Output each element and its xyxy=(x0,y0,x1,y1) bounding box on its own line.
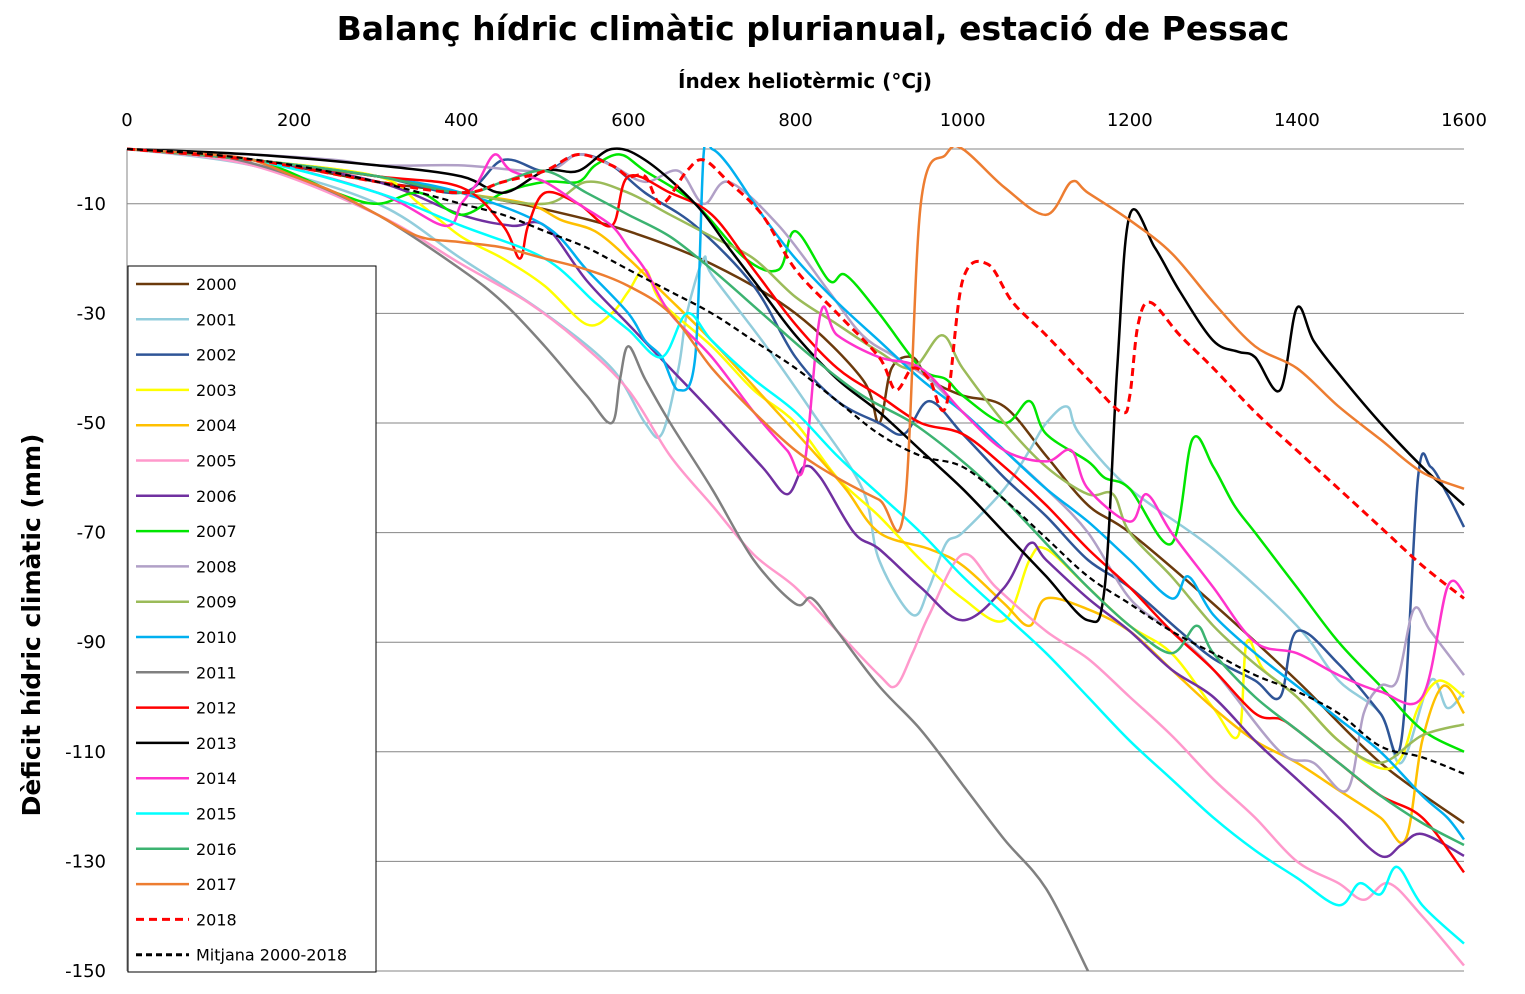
series-line-17 xyxy=(127,147,1465,533)
x-tick-label-7: 1400 xyxy=(1274,110,1320,131)
series-line-12 xyxy=(127,147,1465,874)
legend-label-4: 2004 xyxy=(196,416,237,435)
y-tick-label-7: -150 xyxy=(65,961,106,982)
legend-label-5: 2005 xyxy=(196,452,237,471)
legend-label-1: 2001 xyxy=(196,310,237,329)
x-tick-label-5: 1000 xyxy=(940,110,986,131)
legend-label-0: 2000 xyxy=(196,275,237,294)
legend-label-19: Mitjana 2000-2018 xyxy=(196,946,347,965)
legend-label-2: 2002 xyxy=(196,346,237,365)
x-tick-label-1: 200 xyxy=(277,110,311,131)
legend-label-6: 2006 xyxy=(196,487,237,506)
x-tick-label-0: 0 xyxy=(121,110,132,131)
legend-label-18: 2018 xyxy=(196,910,237,929)
legend-label-15: 2015 xyxy=(196,805,237,824)
y-tick-label-6: -130 xyxy=(65,851,106,872)
series-line-10 xyxy=(127,147,1466,841)
legend: 2000 2001 2002 2003 2004 2005 2006 2007 2008 2009… xyxy=(127,265,377,973)
legend-label-16: 2016 xyxy=(196,840,237,859)
y-axis-label: Dèficit hídric climàtic (mm) xyxy=(17,434,46,817)
y-tick-label-1: -30 xyxy=(77,303,106,324)
legend-label-10: 2010 xyxy=(196,628,237,647)
y-tick-label-3: -70 xyxy=(77,523,106,544)
y-tick-label-5: -110 xyxy=(65,742,106,763)
x-tick-label-6: 1200 xyxy=(1107,110,1153,131)
y-tick-label-2: -50 xyxy=(77,413,106,434)
legend-label-3: 2003 xyxy=(196,381,237,400)
series-line-5 xyxy=(127,147,1465,967)
x-tick-label-2: 400 xyxy=(444,110,478,131)
tick-labels: 0 200 400 600 800 1000 1200 1400 1600 -10 -30 -50 -7… xyxy=(65,110,1487,982)
legend-label-7: 2007 xyxy=(196,522,237,541)
series-line-18 xyxy=(127,147,1465,600)
legend-box xyxy=(127,265,377,973)
series-line-9 xyxy=(127,147,1465,765)
legend-label-17: 2017 xyxy=(196,875,237,894)
series-line-7 xyxy=(127,147,1465,753)
legend-label-11: 2011 xyxy=(196,663,237,682)
legend-label-9: 2009 xyxy=(196,593,237,612)
y-tick-label-4: -90 xyxy=(77,632,106,653)
chart-title: Balanç hídric climàtic plurianual, estac… xyxy=(337,9,1290,48)
series-line-6 xyxy=(127,147,1465,859)
series-line-11 xyxy=(127,147,1090,972)
series-lines xyxy=(127,147,1466,972)
legend-label-14: 2014 xyxy=(196,769,237,788)
x-tick-label-8: 1600 xyxy=(1441,110,1487,131)
legend-label-8: 2008 xyxy=(196,557,237,576)
x-axis-label: Índex heliotèrmic (°Cj) xyxy=(678,69,932,93)
series-line-19 xyxy=(127,147,1465,775)
series-line-8 xyxy=(127,147,1465,793)
series-line-1 xyxy=(127,147,1465,765)
x-tick-label-4: 800 xyxy=(778,110,812,131)
y-tick-label-0: -10 xyxy=(77,194,106,215)
x-tick-label-3: 600 xyxy=(611,110,645,131)
legend-label-12: 2012 xyxy=(196,699,237,718)
series-line-14 xyxy=(127,147,1465,706)
legend-label-13: 2013 xyxy=(196,734,237,753)
